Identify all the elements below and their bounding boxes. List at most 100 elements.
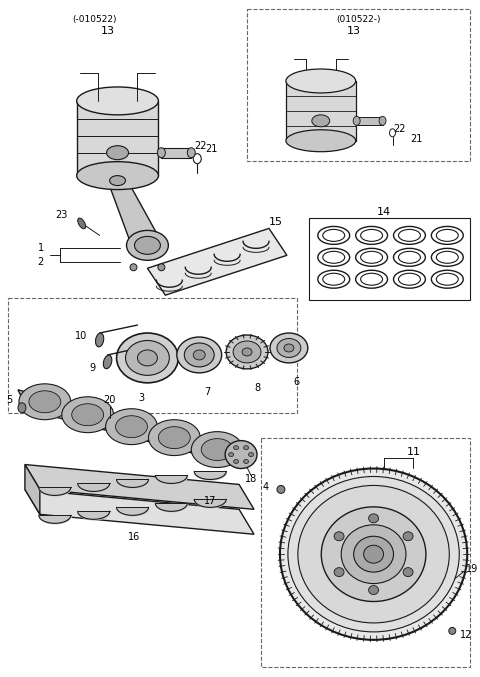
Ellipse shape bbox=[432, 248, 463, 266]
Ellipse shape bbox=[394, 248, 425, 266]
Ellipse shape bbox=[233, 341, 261, 363]
Ellipse shape bbox=[323, 230, 345, 242]
Text: 14: 14 bbox=[376, 207, 391, 217]
Ellipse shape bbox=[193, 350, 205, 360]
Ellipse shape bbox=[127, 230, 168, 260]
Ellipse shape bbox=[234, 460, 239, 464]
Text: 3: 3 bbox=[138, 393, 144, 403]
Ellipse shape bbox=[318, 270, 349, 288]
Text: 13: 13 bbox=[101, 26, 115, 36]
Polygon shape bbox=[108, 181, 163, 245]
Ellipse shape bbox=[18, 403, 26, 413]
Ellipse shape bbox=[318, 248, 349, 266]
Ellipse shape bbox=[334, 567, 344, 577]
Text: 13: 13 bbox=[347, 26, 360, 36]
Ellipse shape bbox=[286, 69, 356, 93]
Ellipse shape bbox=[96, 333, 104, 347]
Ellipse shape bbox=[280, 468, 467, 640]
Ellipse shape bbox=[356, 270, 387, 288]
Ellipse shape bbox=[394, 226, 425, 244]
Ellipse shape bbox=[234, 445, 239, 450]
Polygon shape bbox=[161, 148, 191, 158]
Ellipse shape bbox=[107, 146, 129, 160]
Ellipse shape bbox=[242, 348, 252, 356]
Ellipse shape bbox=[360, 230, 383, 242]
Ellipse shape bbox=[341, 525, 406, 584]
Text: 7: 7 bbox=[204, 387, 210, 397]
Polygon shape bbox=[25, 489, 254, 534]
Ellipse shape bbox=[270, 333, 308, 363]
Ellipse shape bbox=[369, 586, 379, 594]
Ellipse shape bbox=[228, 452, 234, 456]
Text: 22: 22 bbox=[394, 124, 406, 134]
Ellipse shape bbox=[78, 218, 85, 229]
Ellipse shape bbox=[191, 432, 243, 468]
Ellipse shape bbox=[284, 344, 294, 352]
Polygon shape bbox=[25, 464, 254, 509]
Ellipse shape bbox=[360, 274, 383, 285]
Ellipse shape bbox=[323, 274, 345, 285]
Ellipse shape bbox=[187, 148, 195, 158]
Text: 10: 10 bbox=[75, 331, 88, 341]
Ellipse shape bbox=[116, 416, 147, 437]
Ellipse shape bbox=[449, 628, 456, 634]
Text: 11: 11 bbox=[407, 447, 420, 456]
Ellipse shape bbox=[321, 507, 426, 601]
Ellipse shape bbox=[379, 116, 386, 125]
Ellipse shape bbox=[243, 460, 249, 464]
Ellipse shape bbox=[103, 355, 112, 369]
Text: 15: 15 bbox=[269, 217, 283, 227]
Polygon shape bbox=[18, 390, 247, 468]
Ellipse shape bbox=[117, 333, 179, 383]
Ellipse shape bbox=[184, 343, 214, 367]
Bar bbox=[247, 9, 470, 160]
Ellipse shape bbox=[403, 531, 413, 541]
Ellipse shape bbox=[398, 251, 420, 263]
Polygon shape bbox=[357, 117, 383, 125]
Ellipse shape bbox=[77, 87, 158, 115]
Ellipse shape bbox=[157, 148, 166, 158]
Ellipse shape bbox=[106, 409, 157, 445]
Ellipse shape bbox=[369, 514, 379, 523]
Ellipse shape bbox=[29, 391, 61, 413]
Text: 19: 19 bbox=[466, 564, 479, 574]
Polygon shape bbox=[286, 81, 356, 141]
Bar bbox=[309, 219, 470, 300]
Text: 21: 21 bbox=[205, 144, 217, 154]
Text: 9: 9 bbox=[89, 363, 96, 373]
Bar bbox=[261, 437, 470, 667]
Ellipse shape bbox=[226, 335, 268, 369]
Text: 21: 21 bbox=[410, 134, 423, 144]
Ellipse shape bbox=[432, 226, 463, 244]
Ellipse shape bbox=[134, 236, 160, 255]
Ellipse shape bbox=[62, 397, 114, 433]
Ellipse shape bbox=[148, 420, 200, 456]
Text: (-010522): (-010522) bbox=[72, 15, 117, 24]
Ellipse shape bbox=[105, 173, 131, 189]
Ellipse shape bbox=[436, 230, 458, 242]
Ellipse shape bbox=[354, 536, 394, 572]
Ellipse shape bbox=[177, 337, 222, 373]
Ellipse shape bbox=[323, 251, 345, 263]
Ellipse shape bbox=[360, 251, 383, 263]
Text: 2: 2 bbox=[37, 257, 44, 267]
Text: 8: 8 bbox=[254, 383, 260, 393]
Ellipse shape bbox=[334, 531, 344, 541]
Ellipse shape bbox=[312, 115, 330, 127]
Text: 4: 4 bbox=[263, 483, 269, 492]
Ellipse shape bbox=[126, 341, 169, 375]
Text: (010522-): (010522-) bbox=[336, 15, 381, 24]
Ellipse shape bbox=[288, 477, 459, 632]
Ellipse shape bbox=[318, 226, 349, 244]
Text: 23: 23 bbox=[55, 211, 68, 221]
Ellipse shape bbox=[356, 226, 387, 244]
Ellipse shape bbox=[436, 251, 458, 263]
Text: 6: 6 bbox=[294, 377, 300, 387]
Ellipse shape bbox=[398, 274, 420, 285]
Ellipse shape bbox=[277, 338, 301, 357]
Ellipse shape bbox=[286, 130, 356, 152]
Ellipse shape bbox=[109, 175, 126, 185]
Text: 1: 1 bbox=[38, 243, 44, 253]
Ellipse shape bbox=[277, 485, 285, 494]
Ellipse shape bbox=[436, 274, 458, 285]
